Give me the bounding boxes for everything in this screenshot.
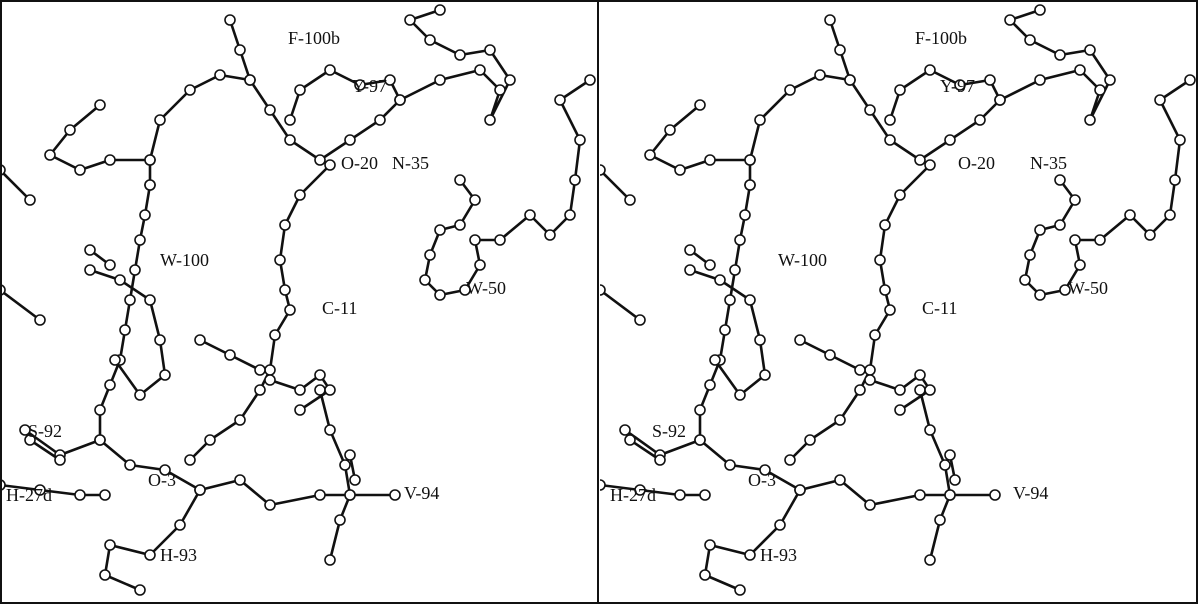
residue-label: H-93 [160,545,197,565]
stereo-figure: F-100b Y-97 O-20 N-35 W-100 W-50 C-11 S-92 O-3 V-… [0,0,1198,604]
residue-label: S-92 [28,421,62,441]
page: {"panels": [ {"labels": ["F-100b", "Y-97… [0,0,1198,604]
residue-label: C-11 [922,298,957,318]
residue-label: Y-97 [940,76,975,96]
residue-label: W-100 [778,250,827,270]
residue-label: O-20 [341,153,378,173]
residue-label: W-50 [466,278,506,298]
residue-label: O-3 [148,470,176,490]
residue-label: H-27d [610,485,656,505]
residue-label: W-100 [160,250,209,270]
residue-label: F-100b [915,28,967,48]
residue-label: H-93 [760,545,797,565]
residue-label: O-3 [748,470,776,490]
residue-label: H-27d [6,485,52,505]
residue-label: V-94 [404,483,439,503]
residue-label: V-94 [1013,483,1048,503]
residue-label: F-100b [288,28,340,48]
residue-label: W-50 [1068,278,1108,298]
left-molecule [0,5,595,595]
residue-label: Y-97 [352,76,387,96]
residue-label: N-35 [1030,153,1067,173]
residue-label: O-20 [958,153,995,173]
right-molecule [595,5,1195,595]
residue-label: N-35 [392,153,429,173]
residue-label: S-92 [652,421,686,441]
residue-label: C-11 [322,298,357,318]
